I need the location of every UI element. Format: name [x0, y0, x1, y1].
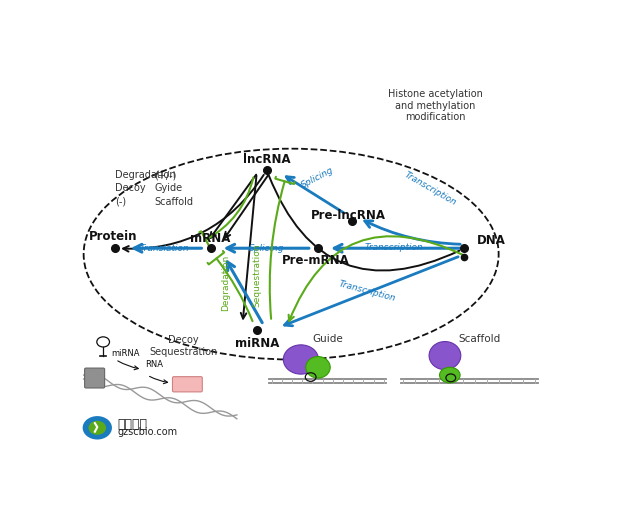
Text: Guide: Guide	[312, 334, 343, 344]
Ellipse shape	[440, 367, 460, 383]
Text: miRNA: miRNA	[111, 349, 139, 357]
Circle shape	[83, 416, 112, 440]
Text: Degradation: Degradation	[220, 255, 230, 311]
Circle shape	[88, 421, 106, 435]
Text: DNA: DNA	[477, 234, 505, 247]
Text: gzscbio.com: gzscbio.com	[118, 427, 178, 438]
Text: mRNA: mRNA	[190, 232, 231, 244]
Ellipse shape	[284, 345, 319, 374]
Text: RNA: RNA	[146, 360, 163, 369]
Text: Protein: Protein	[89, 230, 137, 243]
FancyBboxPatch shape	[84, 368, 105, 388]
Text: Splicing: Splicing	[248, 244, 284, 253]
Text: Scaffold: Scaffold	[458, 334, 500, 344]
Text: Pre-mRNA: Pre-mRNA	[282, 254, 350, 267]
FancyBboxPatch shape	[173, 377, 202, 392]
Text: Transcription: Transcription	[364, 243, 423, 252]
Text: Splicing: Splicing	[301, 166, 336, 191]
Text: Pre-lncRNA: Pre-lncRNA	[311, 208, 386, 222]
Ellipse shape	[306, 356, 330, 378]
Text: Sequestration: Sequestration	[253, 244, 261, 307]
Text: Histone acetylation
and methylation
modification: Histone acetylation and methylation modi…	[387, 89, 483, 122]
Text: miRNA: miRNA	[235, 337, 279, 350]
Text: Decoy
Sequestration: Decoy Sequestration	[149, 335, 218, 356]
Text: Translation: Translation	[139, 244, 189, 253]
Text: (+/-)
Gyide
Scaffold: (+/-) Gyide Scaffold	[154, 170, 193, 206]
Text: 赛诚生物: 赛诚生物	[118, 418, 148, 431]
Text: Degradation
Decoy
(-): Degradation Decoy (-)	[115, 170, 176, 206]
Text: Transcription: Transcription	[403, 170, 458, 207]
Text: Transcription: Transcription	[337, 279, 396, 303]
Text: lncRNA: lncRNA	[243, 153, 290, 166]
Ellipse shape	[429, 342, 461, 370]
